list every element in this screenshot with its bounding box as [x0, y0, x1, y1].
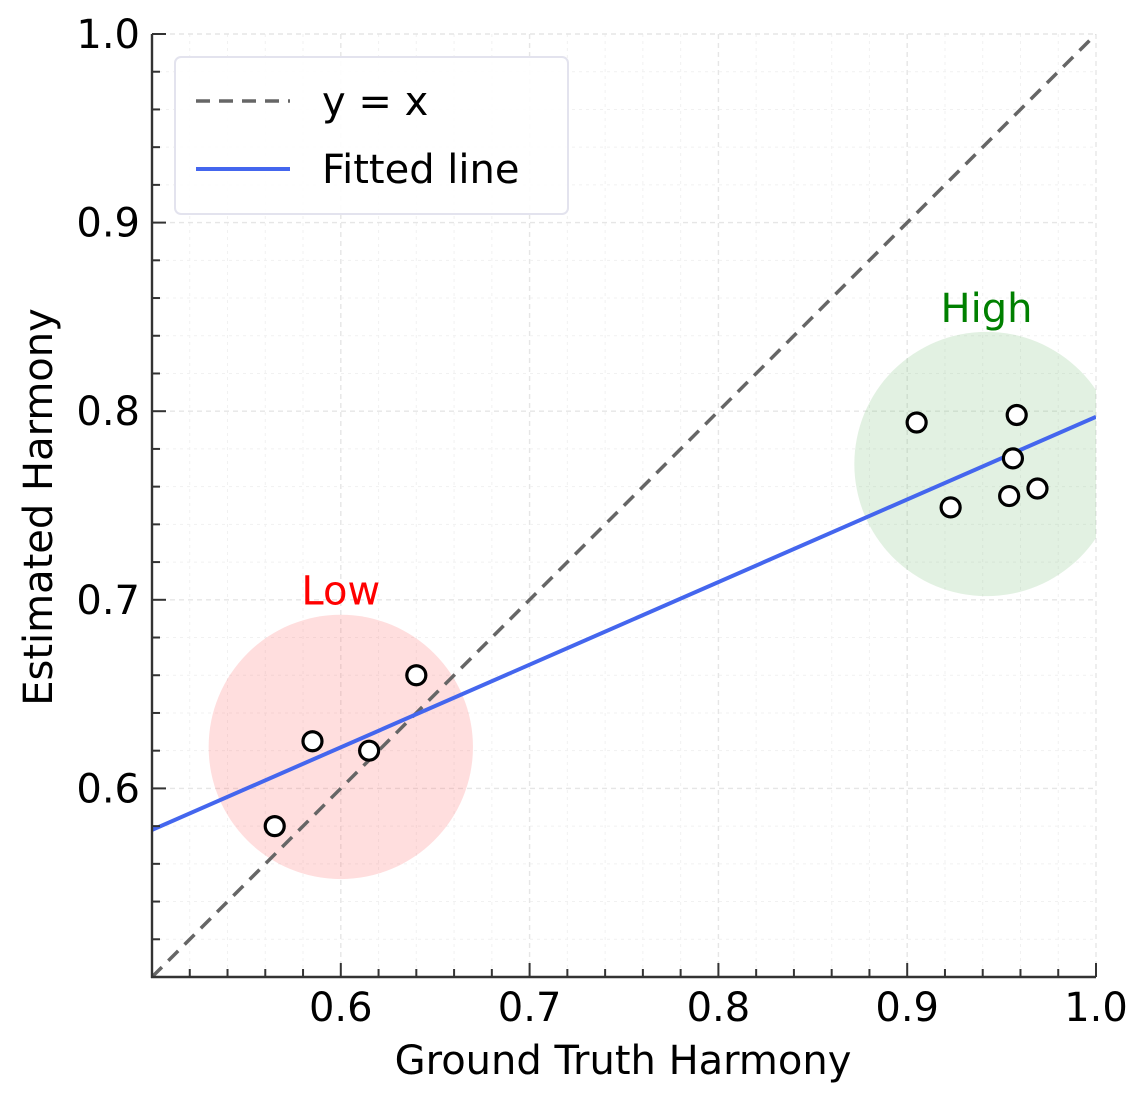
- legend-label-fitted: Fitted line: [322, 147, 519, 193]
- x-tick-label: 0.6: [309, 985, 373, 1031]
- y-axis-title: Estimated Harmony: [16, 308, 62, 706]
- legend: y = x Fitted line: [174, 56, 569, 215]
- data-point-low: [358, 739, 381, 762]
- x-tick-label: 1.0: [1064, 985, 1128, 1031]
- legend-box: [174, 56, 569, 215]
- axes: [150, 34, 1096, 979]
- cluster-label-high: High: [941, 286, 1033, 332]
- cluster-label-low: Low: [301, 569, 380, 615]
- y-tick-label: 0.8: [76, 389, 140, 435]
- data-point-low: [263, 815, 286, 838]
- y-tick-label: 0.9: [76, 201, 140, 247]
- y-tick-label: 0.7: [76, 578, 140, 624]
- data-point-high: [998, 484, 1021, 508]
- data-point-high: [1001, 447, 1025, 470]
- fitted-line: [152, 415, 1096, 832]
- y-tick-label: 1.0: [76, 12, 140, 58]
- data-point-high: [1005, 403, 1028, 427]
- cluster-region-high: [854, 331, 1096, 597]
- data-points: [263, 403, 1049, 838]
- grid: [151, 33, 1097, 978]
- data-point-low: [405, 664, 428, 687]
- y-tick-label: 0.6: [76, 766, 140, 812]
- data-point-high: [905, 411, 928, 434]
- annotations: Low High: [301, 286, 1032, 615]
- data-point-high: [1026, 477, 1049, 500]
- reference-line-y-equals-x: [152, 34, 1096, 977]
- x-tick-label: 0.9: [875, 985, 939, 1031]
- x-axis-title: Ground Truth Harmony: [395, 1038, 852, 1084]
- lines: [152, 34, 1096, 977]
- data-point-low: [301, 730, 324, 753]
- ticks: 0.6 0.7 0.8 0.9 1.0 0.6 0.7 0.8 0.9 1.0: [76, 12, 1127, 1031]
- x-tick-label: 0.8: [687, 985, 751, 1031]
- x-tick-label: 0.7: [498, 985, 562, 1031]
- data-point-high: [939, 496, 962, 519]
- legend-label-reference: y = x: [322, 79, 428, 125]
